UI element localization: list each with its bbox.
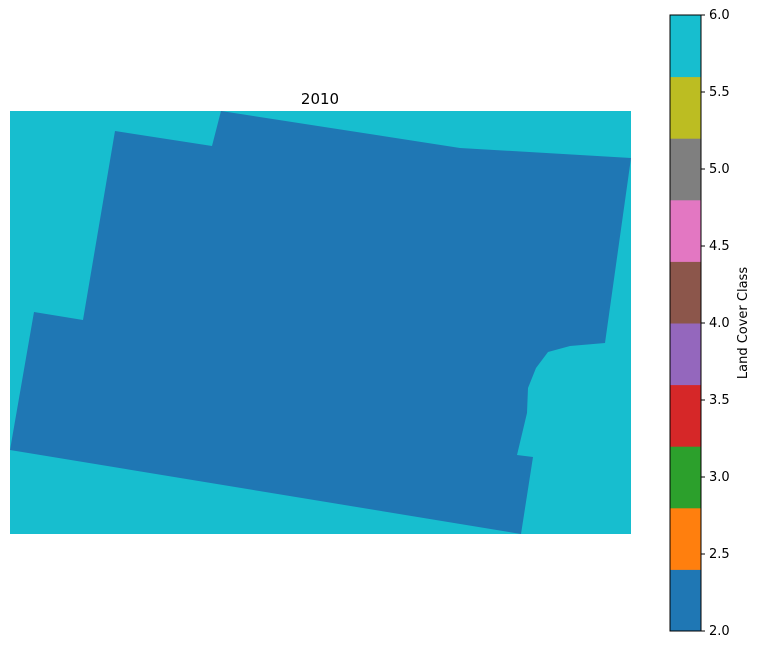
colorbar-segment bbox=[670, 569, 701, 632]
colorbar-tick-label: 5.5 bbox=[709, 85, 730, 100]
chart-title: 2010 bbox=[301, 90, 339, 108]
colorbar-tick-label: 6.0 bbox=[709, 8, 730, 23]
colorbar-segment bbox=[670, 138, 701, 201]
colorbar-tick-label: 2.5 bbox=[709, 547, 730, 562]
map-panel bbox=[10, 111, 631, 534]
land-region-polygon bbox=[10, 111, 631, 534]
colorbar-segment bbox=[670, 15, 701, 78]
colorbar-segment bbox=[670, 199, 701, 262]
colorbar-tick-label: 3.0 bbox=[709, 470, 730, 485]
colorbar-label: Land Cover Class bbox=[736, 267, 751, 379]
colorbar: 2.0 2.5 3.0 3.5 4.0 4.5 5.0 5.5 6.0 Land Cover C… bbox=[669, 8, 751, 639]
colorbar-segment bbox=[670, 261, 701, 324]
colorbar-segment bbox=[670, 384, 701, 447]
colorbar-segment bbox=[670, 76, 701, 139]
colorbar-segment bbox=[670, 323, 701, 386]
colorbar-segment bbox=[670, 507, 701, 570]
colorbar-tick-label: 4.0 bbox=[709, 316, 730, 331]
colorbar-tick-label: 5.0 bbox=[709, 162, 730, 177]
colorbar-segment bbox=[670, 446, 701, 509]
colorbar-tick-label: 3.5 bbox=[709, 393, 730, 408]
colorbar-tick-label: 2.0 bbox=[709, 624, 730, 639]
colorbar-tick-label: 4.5 bbox=[709, 239, 730, 254]
